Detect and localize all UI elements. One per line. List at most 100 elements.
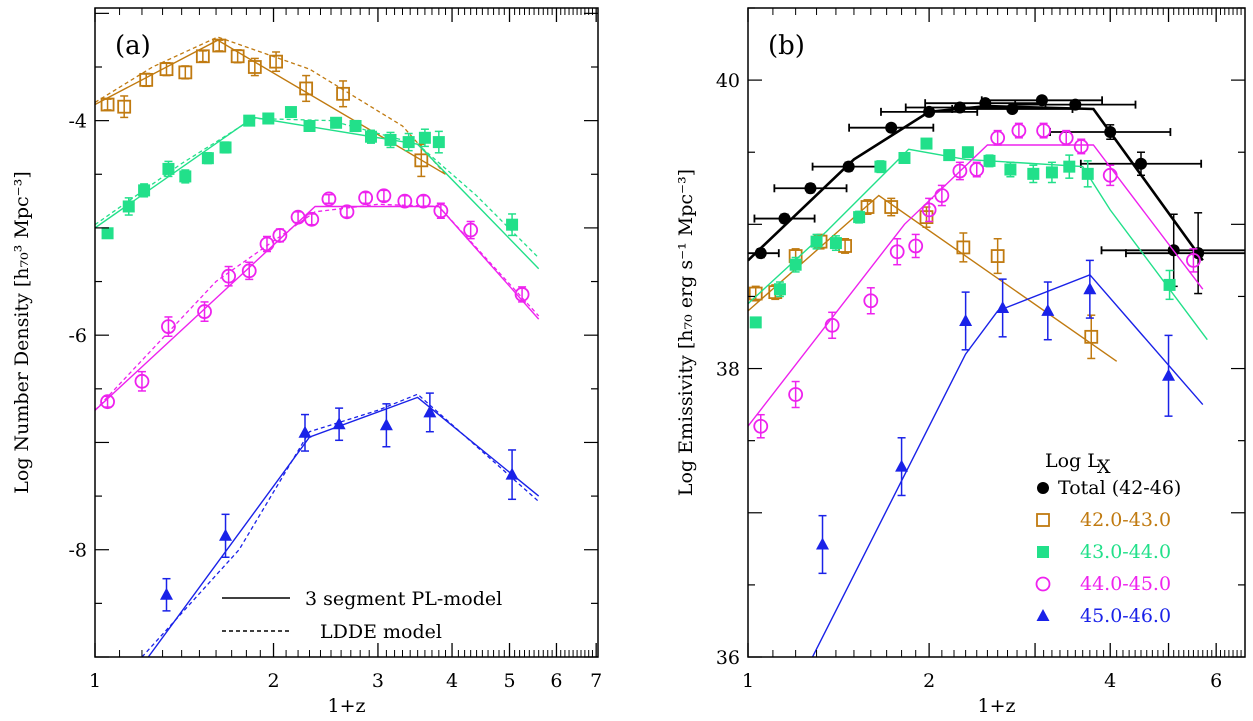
data-point [259,236,275,252]
data-point [1041,303,1055,316]
data-point [1004,163,1017,176]
data-point [269,54,283,69]
data-point [1186,252,1201,268]
data-point [810,235,823,248]
data-point [1104,126,1117,139]
data-point [961,146,974,159]
data-point [219,528,233,541]
data-point [298,425,312,438]
x-tick-label: 7 [590,670,602,692]
data-point [889,244,905,260]
x-tick-label: 4 [446,670,458,692]
series-2 [95,106,540,270]
data-point [934,188,950,203]
series-3 [95,188,540,411]
data-point [160,587,174,600]
data-point [921,202,937,218]
y-tick-label: -4 [68,111,87,133]
data-point [1011,123,1027,138]
data-point [778,212,791,225]
x-axis-title: 1+z [327,695,365,717]
legend-marker [1036,513,1050,527]
data-point [853,211,866,224]
data-point [262,112,275,125]
data-point [384,133,397,146]
data-point [824,317,840,333]
data-point [117,99,132,114]
data-point [1063,160,1076,173]
data-point [1084,329,1099,344]
data-point [195,49,210,64]
y-axis-title: Log Number Density [h₇₀³ Mpc⁻³] [11,171,33,493]
data-point [243,114,256,127]
data-point [842,160,855,173]
data-point [433,203,449,219]
data-point [299,81,314,96]
data-point [959,313,973,326]
legend-label: 42.0-43.0 [1080,509,1171,531]
data-point [376,188,392,204]
legend-title-subscript: X [1097,456,1111,478]
data-point [505,467,519,480]
data-point [179,170,192,183]
data-point [920,137,933,150]
data-point [953,101,966,114]
data-point [919,210,934,225]
data-point [884,200,899,214]
data-point [100,394,115,410]
x-axis-title: 1+z [977,695,1015,717]
data-point [789,258,802,271]
data-point [748,286,763,301]
data-point [952,163,968,179]
data-point [1036,123,1052,138]
data-point [101,227,114,240]
panel-label: (a) [115,31,151,61]
y-axis-title: Log Emissivity [h₇₀ erg s⁻¹ Mpc⁻³] [675,169,697,496]
data-point [749,316,762,329]
data-point [321,191,337,207]
data-point [272,228,288,243]
x-tick-label: 1 [742,670,754,692]
model-line-ldde [141,393,540,657]
data-point [379,418,393,431]
x-tick-label: 4 [1104,670,1116,692]
data-point [178,65,193,80]
x-tick-label: 6 [550,670,562,692]
data-point [829,237,842,250]
series-4 [141,392,540,657]
data-point [956,240,971,255]
data-point [349,120,362,132]
model-line [748,148,1208,341]
x-tick-label: 2 [923,670,935,692]
data-point [885,121,898,134]
data-point [969,162,985,177]
series-5 [811,259,1204,657]
y-tick-label: 36 [716,647,740,669]
data-point [330,116,343,129]
legend-label: 45.0-46.0 [1080,605,1171,627]
data-point [1134,157,1147,170]
data-point [138,184,151,197]
data-point [753,418,769,434]
data-point [230,49,245,64]
data-point [402,136,415,149]
plot-area [748,94,1245,657]
data-point [990,249,1005,263]
panel-b: 1 2 4 6 36 38 40 1+z Log Emissivity [h₇₀ erg s⁻¹… [675,7,1246,717]
data-point [122,200,135,213]
legend-label: 3 segment PL-model [305,588,502,610]
legend-marker [1036,609,1050,621]
legend-marker [1037,482,1049,494]
data-point [1102,167,1118,183]
model-line-ldde [95,203,540,411]
data-point [432,136,445,149]
data-point [197,304,212,319]
x-tick-label: 6 [1210,670,1222,692]
data-point [100,97,115,112]
data-point [1162,368,1176,381]
data-point [990,130,1006,146]
legend-label: LDDE model [320,621,442,643]
data-point [336,86,350,101]
x-tick-label: 5 [503,670,515,692]
y-tick-label: -8 [68,540,87,562]
